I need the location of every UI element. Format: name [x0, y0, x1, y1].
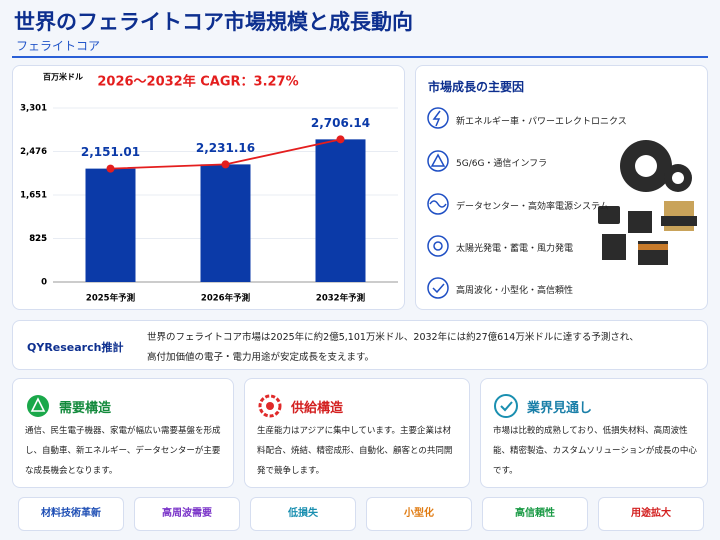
tag: 高周波需要: [134, 497, 240, 531]
x-tick-label: 2025年予測: [86, 293, 136, 304]
factor: 高周波化・小型化・高信頼性: [456, 286, 574, 296]
summary-line: 世界のフェライトコア市場は2025年に約2億5,101万米ドル、2032年には約…: [147, 332, 639, 343]
value-label: 2,231.16: [196, 141, 255, 155]
cagr: 2026～2032年 CAGR：3.27%: [97, 74, 298, 90]
factor-graphics: [427, 107, 697, 299]
card-title: 需要構造: [59, 401, 112, 416]
card: 業界見通し 市場は比較的成熟しており、低損失材料、高周波性能、精密製造、カスタム…: [480, 378, 708, 488]
tag: 材料技術革新: [18, 497, 124, 531]
tag: 用途拡大: [598, 497, 704, 531]
trend-point: [221, 160, 230, 169]
factor: データセンター・高効率電源システム: [456, 202, 609, 212]
value-label: 2,706.14: [311, 116, 370, 130]
factor: 新エネルギー車・パワーエレクトロニクス: [456, 117, 627, 127]
trend-point: [336, 135, 345, 144]
card-title: 業界見通し: [527, 401, 593, 416]
source: QYResearch推計: [27, 341, 124, 354]
factor: 太陽光発電・蓄電・風力発電: [456, 244, 574, 254]
trend-point: [106, 164, 115, 173]
y-tick-label: 2,476: [20, 147, 47, 157]
y-tick-label: 825: [29, 234, 47, 244]
card-text: 市場は比較的成熟しており、低損失材料、高周波性能、精密製造、カスタムソリューショ…: [493, 426, 697, 476]
unit: 百万米ドル: [43, 72, 83, 82]
icon: [258, 394, 282, 418]
summary: QYResearch推計 世界のフェライトコア市場は2025年に約2億5,101…: [12, 320, 708, 370]
y-tick-label: 0: [41, 278, 47, 288]
bar: [315, 139, 366, 282]
summary-line: 高付加価値の電子・電力用途が安定成長を支えます。: [147, 352, 375, 363]
x-tick-label: 2026年予測: [201, 293, 251, 304]
card: 供給構造 生産能力はアジアに集中しています。主要企業は材料配合、焼結、精密成形、…: [244, 378, 470, 488]
bar: [85, 168, 136, 282]
icon: [494, 394, 518, 418]
y-tick-label: 3,301: [20, 104, 47, 114]
y-tick-label: 1,651: [20, 190, 47, 200]
tag: 高信頼性: [482, 497, 588, 531]
tag: 低損失: [250, 497, 356, 531]
card-text: 通信、民生電子機器、家電が幅広い需要基盤を形成し、自動車、新エネルギー、データセ…: [25, 426, 221, 476]
bar: [200, 164, 251, 282]
value-label: 2,151.01: [81, 145, 140, 159]
card-text: 生産能力はアジアに集中しています。主要企業は材料配合、焼結、精密成形、自動化、顧…: [257, 426, 453, 476]
chart: 百万米ドル 2026～2032年 CAGR：3.27% 08258251,651…: [20, 72, 398, 304]
y-tick-label: 825: [29, 234, 47, 244]
title: 世界のフェライトコア市場規模と成長動向: [14, 10, 413, 34]
factors-panel: 市場成長の主要因 新エネルギー車・パワーエレクトロニクス 5G/6G・通信インフ…: [415, 65, 708, 310]
factor: 5G/6G・通信インフラ: [456, 159, 548, 169]
rule: [12, 56, 708, 58]
chart-panel: 百万米ドル 2026～2032年 CAGR：3.27% 0 825 825 1,651…: [12, 65, 405, 310]
tag: 小型化: [366, 497, 472, 531]
factors-title: 市場成長の主要因: [428, 80, 525, 94]
icon: [27, 395, 49, 417]
card: 需要構造 通信、民生電子機器、家電が幅広い需要基盤を形成し、自動車、新エネルギー…: [12, 378, 234, 488]
x-tick-label: 2032年予測: [316, 293, 366, 304]
subtitle: フェライトコア: [16, 39, 101, 53]
card-title: 供給構造: [291, 401, 344, 416]
